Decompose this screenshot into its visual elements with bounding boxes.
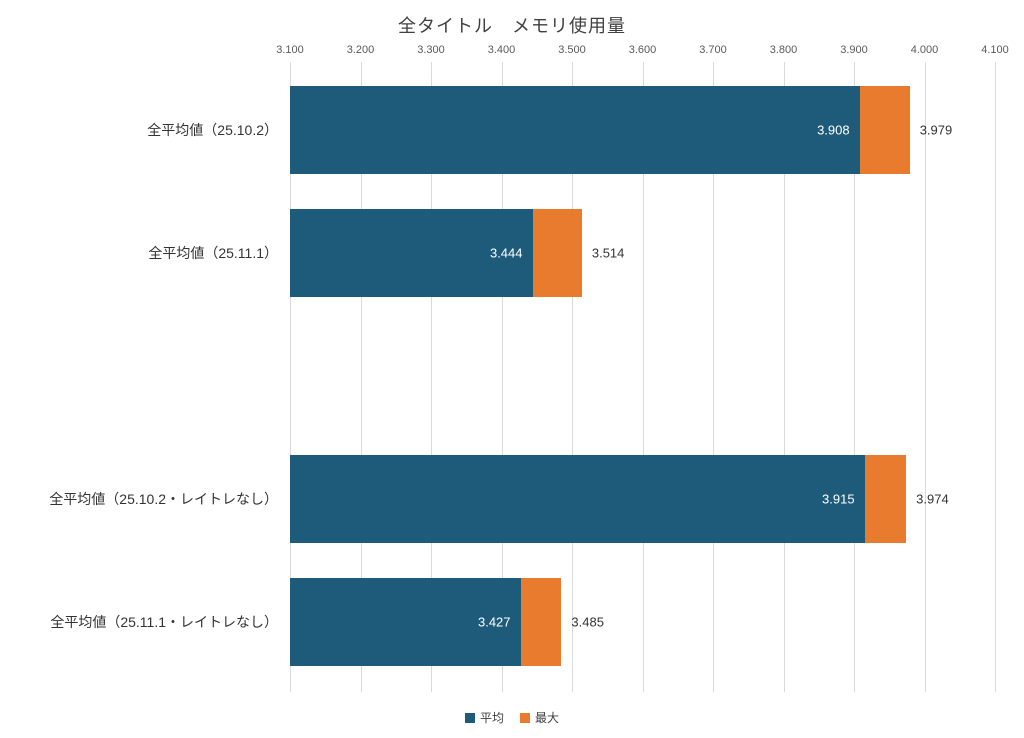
x-axis-tick-label: 3.900 <box>840 44 868 56</box>
x-axis-tick-label: 4.000 <box>910 44 939 56</box>
gridline <box>290 62 291 692</box>
x-axis: 3.100 3.200 3.300 3.400 3.500 3.600 3.700 3.800… <box>276 44 1009 58</box>
legend-label: 最大 <box>535 711 560 725</box>
gridline <box>783 62 785 692</box>
x-axis-tick-label: 3.500 <box>558 44 586 56</box>
average-value-label: 3.908 <box>817 122 850 137</box>
category-label: 全平均値（25.11.1・レイトレなし） <box>50 613 278 630</box>
bar-average <box>290 454 865 543</box>
x-axis-tick-label: 3.300 <box>417 44 445 56</box>
x-axis-tick-label: 3.700 <box>699 44 727 56</box>
legend-item: 平均 <box>464 709 504 726</box>
legend-item: 最大 <box>520 709 559 726</box>
maximum-value-label: 3.979 <box>919 122 953 137</box>
chart-row: 全平均値（25.11.1） 3.444 3.514 <box>0 191 1024 314</box>
maximum-value-label: 3.485 <box>571 614 604 629</box>
bar-average <box>290 208 533 297</box>
gridline <box>995 62 996 692</box>
chart-rows: 全平均値（25.10.2） 3.908 3.979 全平均値（25.11.1） 3.44… <box>0 68 1024 683</box>
gridline <box>501 62 503 692</box>
x-axis-tick-label: 3.600 <box>628 44 657 56</box>
bar-maximum <box>864 454 907 543</box>
gridline <box>431 62 432 692</box>
legend: 平均 最大 <box>0 709 1024 726</box>
chart-row: 全平均値（25.11.1・レイトレなし） 3.427 3.485 <box>0 560 1024 683</box>
x-axis-tick-label: 3.400 <box>487 44 516 56</box>
category-label: 全平均値（25.10.2・レイトレなし） <box>49 490 278 507</box>
maximum-value-label: 3.974 <box>916 491 949 506</box>
legend-label: 平均 <box>479 711 504 725</box>
average-value-label: 3.427 <box>477 614 511 629</box>
gridline <box>854 62 855 692</box>
gridline <box>572 62 573 692</box>
category-label: 全平均値（25.11.1） <box>148 244 278 261</box>
average-value-label: 3.915 <box>822 491 855 506</box>
maximum-value-label: 3.514 <box>591 245 625 260</box>
bar-track: 3.444 3.514 <box>290 208 995 297</box>
chart-row: 全平均値（25.10.2・レイトレなし） 3.915 3.974 <box>0 437 1024 560</box>
bar-maximum <box>859 85 910 174</box>
gridline <box>713 62 714 692</box>
x-axis-tick-label: 3.200 <box>346 44 375 56</box>
bar-track: 3.427 3.485 <box>290 577 995 666</box>
chart-row-spacer <box>0 314 1024 437</box>
gridline <box>924 62 926 692</box>
x-axis-tick-label: 3.800 <box>769 44 798 56</box>
grid-layer <box>290 62 996 692</box>
bar-track: 3.915 3.974 <box>290 454 995 543</box>
legend-swatch-icon <box>464 712 475 723</box>
gridline <box>642 62 644 692</box>
gridline <box>360 62 362 692</box>
chart-title: 全タイトル メモリ使用量 <box>398 16 626 36</box>
bar-average <box>290 85 860 174</box>
bar-average <box>290 577 521 666</box>
legend-swatch-icon <box>520 712 530 723</box>
x-axis-tick-label: 3.100 <box>276 44 304 56</box>
bar-track: 3.908 3.979 <box>290 85 995 174</box>
bar-maximum <box>532 208 582 297</box>
chart-row: 全平均値（25.10.2） 3.908 3.979 <box>0 68 1024 191</box>
bar-maximum <box>520 577 562 666</box>
average-value-label: 3.444 <box>489 245 523 260</box>
category-label: 全平均値（25.10.2） <box>147 121 278 138</box>
x-axis-tick-label: 4.100 <box>981 44 1009 56</box>
